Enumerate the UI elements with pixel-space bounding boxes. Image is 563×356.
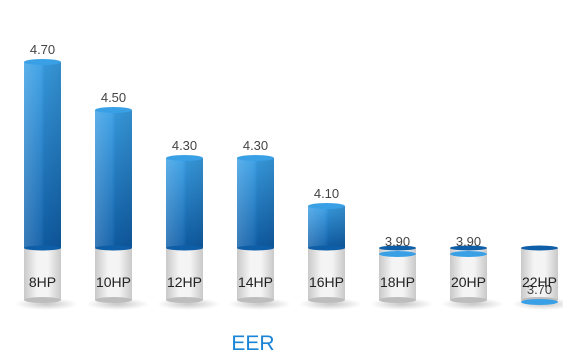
category-label: 22HP xyxy=(522,274,557,290)
bar-rim xyxy=(521,245,558,251)
category-label: 16HP xyxy=(309,274,344,290)
category-label: 12HP xyxy=(167,274,202,290)
value-label: 4.50 xyxy=(101,90,126,105)
bar-cap xyxy=(521,299,558,305)
category-label: 20HP xyxy=(451,274,486,290)
bar-base-bottom xyxy=(24,297,61,303)
bar-cap xyxy=(237,155,274,161)
bar-base xyxy=(308,248,345,300)
bar-sheen xyxy=(237,158,274,248)
bar-group: 4.30 12HP xyxy=(157,138,220,310)
bar-base-bottom xyxy=(379,297,416,303)
bar-rim xyxy=(95,245,132,251)
bar-group: 4.30 14HP xyxy=(228,138,291,310)
bar-group: 3.90 18HP xyxy=(370,234,433,310)
value-label: 4.70 xyxy=(30,42,55,57)
bar-cap xyxy=(308,203,345,209)
category-label: 8HP xyxy=(29,274,56,290)
value-label: 4.30 xyxy=(243,138,268,153)
value-label: 4.30 xyxy=(172,138,197,153)
bar-base xyxy=(166,248,203,300)
bar-cap xyxy=(24,59,61,65)
bar-base xyxy=(521,248,558,300)
bar-cap xyxy=(450,251,487,257)
bar-base-bottom xyxy=(95,297,132,303)
category-label: 14HP xyxy=(238,274,273,290)
chart-title: EER xyxy=(231,332,274,355)
bar-rim xyxy=(379,245,416,251)
bar-sheen xyxy=(308,206,345,248)
bar-sheen xyxy=(24,62,61,248)
bar-cap xyxy=(95,107,132,113)
bar-rim xyxy=(24,245,61,251)
bar-group: 4.70 8HP xyxy=(15,42,78,310)
value-label: 3.70 xyxy=(527,282,552,297)
category-label: 10HP xyxy=(96,274,131,290)
bar-base-bottom xyxy=(308,297,345,303)
bar-rim xyxy=(308,245,345,251)
bar-base xyxy=(95,248,132,300)
bar-sheen xyxy=(95,110,132,248)
category-label: 18HP xyxy=(380,274,415,290)
bar-rim xyxy=(237,245,274,251)
bar-group: 4.50 10HP xyxy=(86,90,149,310)
bar-cap xyxy=(379,251,416,257)
bars-layer: 4.70 8HP 4.50 10HP 4.30 12HP 4.30 14HP 4.10 16HP 3… xyxy=(15,42,563,310)
bar-base xyxy=(24,248,61,300)
value-label: 3.90 xyxy=(456,234,481,249)
bar-rim xyxy=(450,245,487,251)
value-label: 4.10 xyxy=(314,186,339,201)
bar-cap xyxy=(166,155,203,161)
bar-group: 3.90 20HP xyxy=(441,234,504,310)
bar-base-bottom xyxy=(237,297,274,303)
bar-base-bottom xyxy=(450,297,487,303)
bar-sheen xyxy=(166,158,203,248)
bar-base-bottom xyxy=(166,297,203,303)
value-label: 3.90 xyxy=(385,234,410,249)
bar-base xyxy=(237,248,274,300)
bar-group: 4.10 16HP xyxy=(299,186,362,310)
bar-rim xyxy=(166,245,203,251)
